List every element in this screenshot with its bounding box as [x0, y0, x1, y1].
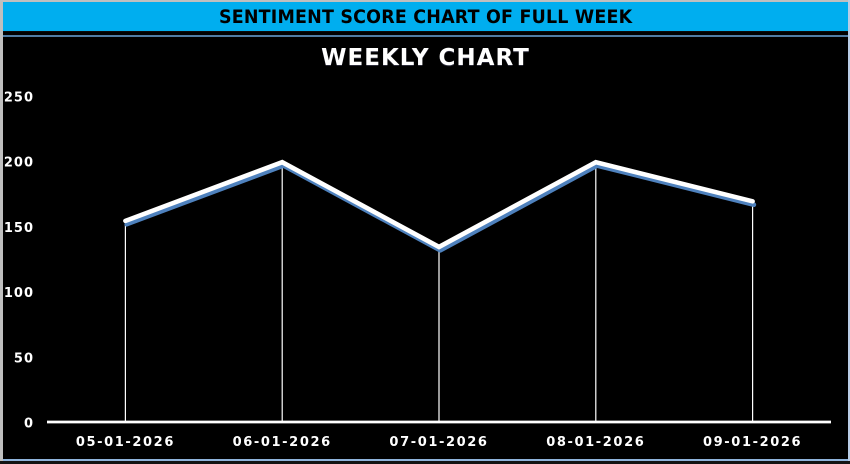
weekly-line-chart[interactable]: WEEKLY CHART	[3, 37, 848, 459]
y-axis-tick-label: 50	[14, 351, 34, 366]
chart-header-bar: SENTIMENT SCORE CHART OF FULL WEEK	[3, 2, 848, 32]
series-line	[123, 159, 755, 250]
series-line-shadow	[124, 163, 757, 253]
y-axis-tick-label: 250	[4, 91, 34, 106]
header-title: SENTIMENT SCORE CHART OF FULL WEEK	[218, 5, 633, 28]
chart-title: WEEKLY CHART	[321, 45, 530, 71]
outer-border-left	[0, 0, 3, 464]
x-axis-tick-label: 05-01-2026	[76, 435, 175, 450]
x-axis-tick-label: 07-01-2026	[389, 435, 488, 450]
outer-border-right	[848, 0, 850, 464]
y-axis-tick-label: 0	[24, 417, 34, 432]
y-axis-tick-label: 150	[4, 221, 34, 236]
outer-border-top	[0, 0, 850, 2]
chart-top-border	[3, 35, 848, 37]
y-axis-tick-label: 200	[4, 156, 34, 171]
x-axis-tick-label: 06-01-2026	[233, 435, 332, 450]
x-axis-tick-label: 08-01-2026	[546, 435, 645, 450]
y-axis-tick-label: 100	[4, 286, 34, 301]
outer-border-bottom	[0, 461, 850, 464]
chart-bottom-border	[3, 459, 848, 461]
x-axis-tick-label: 09-01-2026	[703, 435, 802, 450]
